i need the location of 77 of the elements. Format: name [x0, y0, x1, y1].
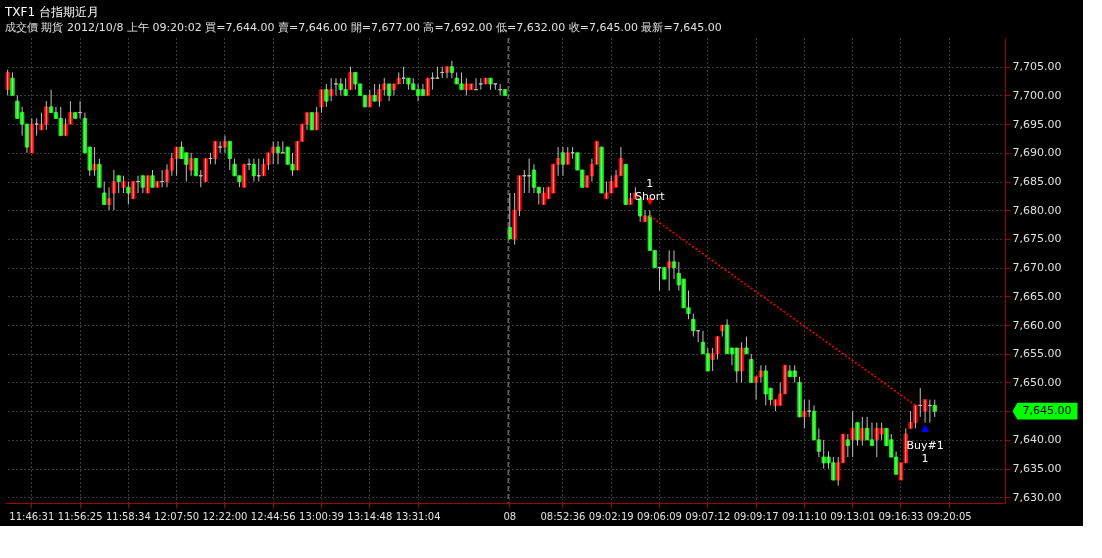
x-tick-label: 09:11:10	[781, 510, 827, 522]
x-tick-label: 09:06:09	[637, 510, 682, 522]
candlestick	[121, 175, 126, 194]
candlestick	[734, 347, 739, 383]
candlestick	[860, 416, 865, 447]
candlestick	[638, 198, 643, 223]
y-tick-label: 7,690.00	[1012, 146, 1062, 160]
candlestick	[97, 158, 102, 188]
candlestick	[488, 77, 493, 91]
candlestick	[92, 146, 97, 177]
x-tick-label: 13:31:04	[395, 510, 441, 522]
candlestick	[328, 77, 334, 102]
y-tick-label: 7,670.00	[1012, 261, 1062, 275]
chart-subtitle: 成交價 期貨 2012/10/8 上午 09:20:02 買=7,644.00 賣=7,646.00 開=7,677.00 高=7,692.00 低=7,632.00 收=7,645.00 最新=7,645.00	[5, 20, 722, 34]
x-tick-label: 11:56:25	[57, 510, 103, 522]
candlestick	[319, 89, 324, 114]
y-tick-label: 7,635.00	[1012, 462, 1062, 476]
x-tick-label: 11:58:34	[105, 510, 151, 522]
candlestick	[502, 89, 508, 96]
y-tick-label: 7,675.00	[1012, 232, 1062, 246]
candlestick	[855, 422, 860, 447]
candlestick	[367, 89, 372, 108]
candlestick	[10, 71, 15, 96]
candlestick	[150, 169, 155, 188]
candlestick	[227, 140, 232, 171]
y-tick-label: 7,700.00	[1012, 88, 1062, 102]
candlestick	[372, 83, 377, 102]
candlestick	[348, 66, 353, 91]
x-tick-label: 13:00:39	[299, 510, 344, 522]
candlestick	[145, 175, 150, 194]
x-tick-label: 12:44:56	[250, 510, 296, 522]
candlestick	[5, 69, 10, 96]
y-tick-label: 7,650.00	[1012, 375, 1062, 389]
candlestick	[193, 158, 199, 177]
x-tick-label: 08	[503, 510, 517, 522]
x-tick-label: 09:09:17	[733, 510, 779, 522]
candlestick	[242, 163, 247, 188]
candlestick	[29, 117, 34, 154]
chart-title: TXF1 台指期近月	[4, 4, 99, 19]
candlestick	[425, 77, 430, 96]
candlestick	[599, 146, 604, 194]
text: 7,645.00	[1022, 404, 1072, 418]
candlestick	[58, 106, 63, 137]
candlestick	[662, 267, 667, 280]
candlestick	[666, 249, 672, 292]
y-tick-label: 7,680.00	[1012, 203, 1062, 217]
candlestick	[797, 376, 802, 418]
y-tick-label: 7,665.00	[1012, 289, 1062, 303]
candlestick	[850, 410, 855, 458]
x-tick-label: 08:52:36	[540, 510, 586, 522]
candlestick	[744, 336, 749, 355]
y-tick-label: 7,640.00	[1012, 433, 1062, 447]
x-tick-label: 12:07:50	[154, 510, 200, 522]
y-tick-label: 7,660.00	[1012, 318, 1062, 332]
y-tick-label: 7,655.00	[1012, 347, 1062, 361]
y-tick-label: 7,685.00	[1012, 175, 1062, 189]
x-tick-label: 11:46:31	[9, 510, 55, 522]
candlestick	[324, 83, 329, 108]
x-tick-label: 12:22:00	[202, 510, 248, 522]
candlestick	[802, 399, 807, 429]
candlestick	[739, 341, 744, 383]
candlestick	[309, 112, 315, 131]
y-tick-label: 7,705.00	[1012, 60, 1062, 74]
candlestick	[314, 106, 319, 131]
candlestick	[126, 181, 131, 205]
candlestick	[203, 158, 208, 183]
x-tick-label: 09:07:12	[685, 510, 731, 522]
y-tick-label: 7,630.00	[1012, 490, 1062, 504]
x-tick-label: 09:02:19	[588, 510, 634, 522]
candlestick	[792, 364, 797, 383]
x-tick-label: 09:13:01	[830, 510, 876, 522]
x-tick-label: 09:16:33	[878, 510, 924, 522]
x-tick-label: 13:14:48	[347, 510, 393, 522]
candlestick	[213, 140, 218, 165]
candlestick	[338, 77, 344, 96]
y-tick-label: 7,695.00	[1012, 117, 1062, 131]
x-tick-label: 09:20:05	[926, 510, 972, 522]
